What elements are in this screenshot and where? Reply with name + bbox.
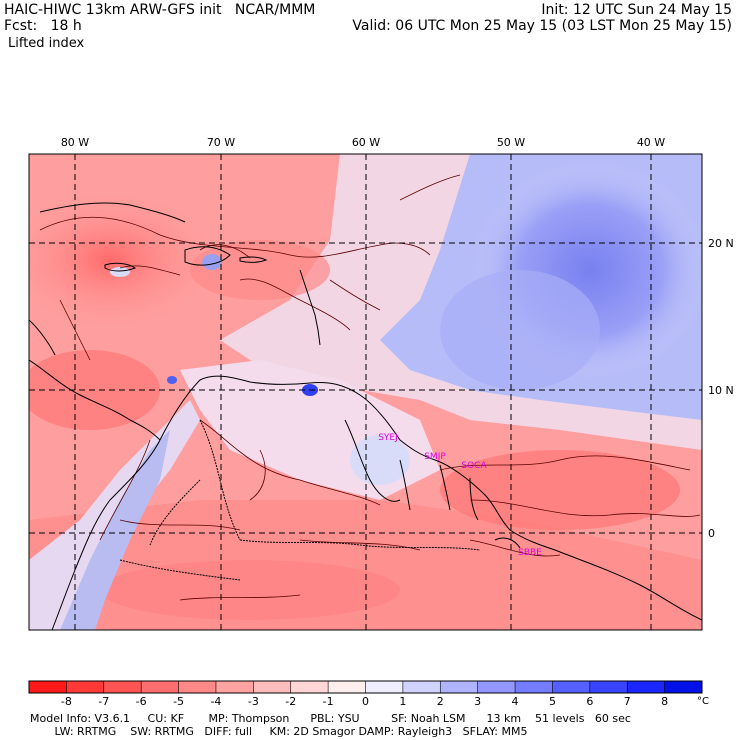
lon-label-50w: 50 W: [497, 136, 525, 149]
colorbar-tick-label: 6: [586, 695, 593, 708]
lat-label-10n: 10 N: [708, 384, 734, 397]
station-label-syej: SYEJ: [378, 433, 398, 443]
colorbar-tick-label: 1: [399, 695, 406, 708]
lat-lon-grid: [29, 154, 702, 630]
lon-label-60w: 60 W: [352, 136, 380, 149]
colorbar-swatch: [328, 681, 366, 693]
colorbar-swatch: [365, 681, 404, 693]
colorbar-tick-label: 0: [362, 695, 369, 708]
colorbar-tick-label: 8: [661, 695, 668, 708]
colorbar-swatch: [402, 681, 441, 693]
model-info-line2: LW: RRTMG SW: RRTMG DIFF: full KM: 2D Sm…: [30, 725, 528, 738]
colorbar-tick-label: 4: [512, 695, 519, 708]
station-label-soca: SOCA: [461, 461, 487, 471]
colorbar-swatch: [215, 681, 254, 693]
colorbar-tick-label: -2: [285, 695, 296, 708]
colorbar-swatch: [664, 681, 703, 693]
colorbar-swatch: [103, 681, 142, 693]
colorbar-tick-label: -7: [98, 695, 109, 708]
colorbar-swatch: [477, 681, 516, 693]
colorbar-swatch: [141, 681, 180, 693]
colorbar-swatch: [253, 681, 292, 693]
colorbar-tick-label: -5: [173, 695, 184, 708]
colorbar-tick-label: -1: [323, 695, 334, 708]
colorbar-swatch: [290, 681, 329, 693]
colorbar-swatch: [627, 681, 666, 693]
init-time: Init: 12 UTC Sun 24 May 15: [541, 2, 732, 18]
forecast-hour: Fcst: 18 h: [4, 18, 82, 34]
colorbar-tick-label: 7: [624, 695, 631, 708]
colorbar-swatch: [29, 681, 67, 693]
map-frame: [28, 153, 703, 631]
colorbar: [28, 680, 703, 694]
lon-label-80w: 80 W: [61, 136, 89, 149]
lat-label-20n: 20 N: [708, 237, 734, 250]
colorbar-tick-label: -8: [61, 695, 72, 708]
colorbar-swatch: [515, 681, 553, 693]
colorbar-tick-label: 5: [549, 695, 556, 708]
station-label-sbbe: SBBE: [518, 548, 542, 558]
colorbar-swatch: [66, 681, 105, 693]
colorbar-unit: °C: [697, 696, 709, 707]
field-name: Lifted index: [8, 36, 85, 51]
valid-time: Valid: 06 UTC Mon 25 May 15 (03 LST Mon …: [352, 18, 732, 34]
header-title: HAIC-HIWC 13km ARW-GFS init NCAR/MMM: [4, 2, 316, 18]
colorbar-tick-label: 2: [437, 695, 444, 708]
colorbar-swatch: [552, 681, 591, 693]
colorbar-tick-label: -4: [210, 695, 221, 708]
lat-label-0: 0: [708, 527, 715, 540]
colorbar-swatch: [589, 681, 628, 693]
colorbar-swatch: [178, 681, 217, 693]
lon-label-70w: 70 W: [207, 136, 235, 149]
colorbar-tick-label: -3: [248, 695, 259, 708]
model-info-line1: Model Info: V3.6.1 CU: KF MP: Thompson P…: [30, 712, 631, 725]
colorbar-tick-label: -6: [136, 695, 147, 708]
lon-label-40w: 40 W: [637, 136, 665, 149]
colorbar-swatch: [440, 681, 479, 693]
station-label-smjp: SMJP: [424, 452, 446, 462]
colorbar-tick-label: 3: [474, 695, 481, 708]
